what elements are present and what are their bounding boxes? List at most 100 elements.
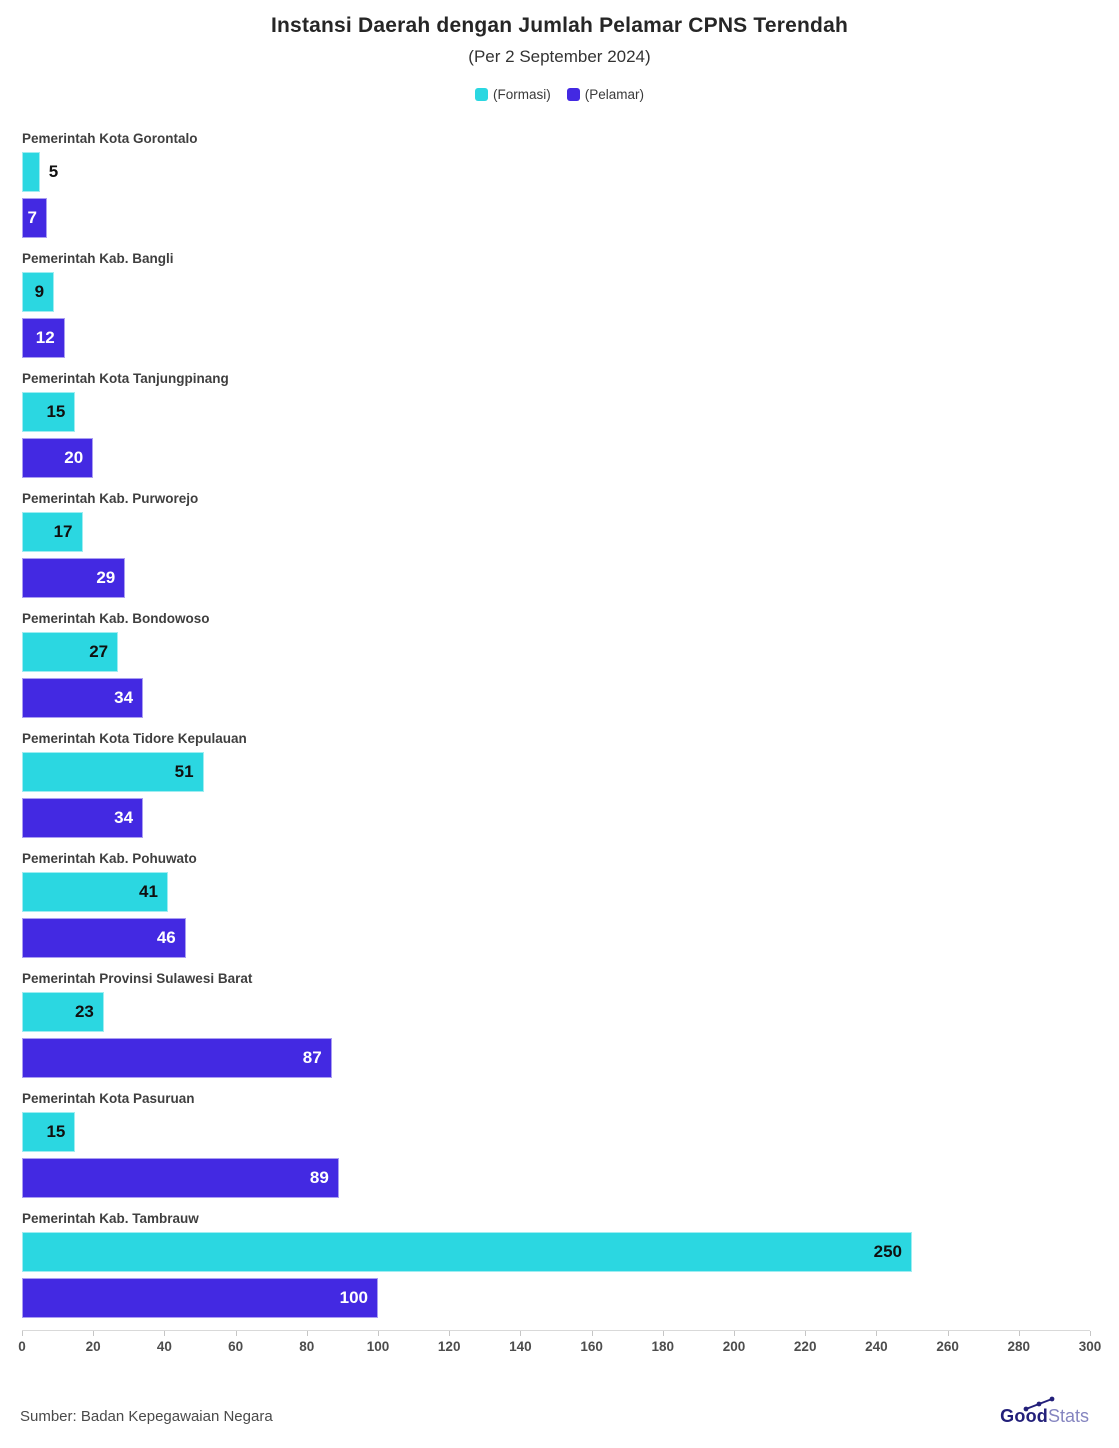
category-label: Pemerintah Kab. Purworejo bbox=[22, 491, 199, 506]
pelamar-bar[interactable] bbox=[22, 798, 144, 838]
x-axis-tick-mark bbox=[93, 1331, 95, 1336]
goodstats-logo[interactable]: Good Stats bbox=[1000, 1396, 1089, 1426]
pelamar-bar[interactable] bbox=[22, 678, 144, 718]
value-label: 7 bbox=[27, 208, 37, 227]
category-label: Pemerintah Provinsi Sulawesi Barat bbox=[22, 971, 253, 986]
x-axis-tick-mark bbox=[164, 1331, 166, 1336]
value-label: 27 bbox=[89, 642, 109, 661]
legend: (Formasi) (Pelamar) bbox=[0, 87, 1119, 102]
x-axis-tick-label: 280 bbox=[1007, 1339, 1031, 1354]
x-axis-tick-mark bbox=[805, 1331, 807, 1336]
category-label: Pemerintah Kab. Bondowoso bbox=[22, 611, 210, 626]
page-title: Instansi Daerah dengan Jumlah Pelamar CP… bbox=[271, 14, 848, 37]
category-label: Pemerintah Kota Tanjungpinang bbox=[22, 371, 229, 386]
logo-text-bold: Good bbox=[1000, 1406, 1048, 1426]
pelamar-bar-row: 29 bbox=[22, 558, 1090, 598]
formasi-bar-row: 250 bbox=[22, 1232, 1090, 1272]
x-axis-tick-mark bbox=[22, 1331, 23, 1336]
x-axis-tick-mark bbox=[449, 1331, 451, 1336]
value-label: 15 bbox=[46, 1122, 66, 1141]
formasi-bar-row: 41 bbox=[22, 872, 1090, 912]
legend-label-formasi: (Formasi) bbox=[492, 87, 551, 102]
x-axis-tick-label: 160 bbox=[580, 1339, 603, 1354]
pelamar-swatch-icon bbox=[566, 88, 580, 101]
x-axis-tick-label: 300 bbox=[1078, 1339, 1102, 1354]
pelamar-bar[interactable] bbox=[22, 918, 186, 958]
formasi-bar[interactable] bbox=[22, 1112, 76, 1152]
pelamar-bar[interactable] bbox=[22, 1038, 332, 1078]
page-subtitle: (Per 2 September 2024) bbox=[468, 47, 651, 66]
value-label: 51 bbox=[174, 762, 194, 781]
x-axis-tick-mark bbox=[1018, 1331, 1020, 1336]
formasi-bar[interactable] bbox=[22, 1232, 912, 1272]
x-axis-tick-label: 200 bbox=[722, 1339, 746, 1354]
value-label: 89 bbox=[309, 1168, 329, 1187]
pelamar-bar[interactable] bbox=[22, 558, 126, 598]
x-axis-tick-label: 0 bbox=[18, 1339, 26, 1354]
bar-group: Pemerintah Kab. Purworejo 17 29 bbox=[22, 490, 1090, 598]
x-axis-tick-label: 120 bbox=[437, 1339, 461, 1354]
formasi-bar[interactable] bbox=[22, 632, 119, 672]
value-label: 34 bbox=[114, 688, 134, 707]
x-axis-tick-label: 140 bbox=[509, 1339, 532, 1354]
pelamar-bar-row: 20 bbox=[22, 438, 1090, 478]
value-label: 5 bbox=[48, 162, 59, 181]
pelamar-bar[interactable] bbox=[22, 1158, 339, 1198]
bar-group: Pemerintah Kota Tanjungpinang 15 20 bbox=[22, 370, 1090, 478]
legend-item-pelamar[interactable]: (Pelamar) bbox=[566, 87, 644, 102]
value-label: 23 bbox=[74, 1002, 94, 1021]
pelamar-bar[interactable] bbox=[22, 318, 65, 358]
x-axis-tick-label: 100 bbox=[366, 1339, 390, 1354]
value-label: 17 bbox=[53, 522, 73, 541]
bar-group: Pemerintah Kab. Bondowoso 27 34 bbox=[22, 610, 1090, 718]
value-label: 29 bbox=[96, 568, 116, 587]
formasi-bar[interactable] bbox=[22, 752, 204, 792]
legend-item-formasi[interactable]: (Formasi) bbox=[474, 87, 551, 102]
formasi-bar[interactable] bbox=[22, 992, 104, 1032]
pelamar-bar[interactable] bbox=[22, 1278, 378, 1318]
category-label: Pemerintah Kota Gorontalo bbox=[22, 131, 198, 146]
value-label: 12 bbox=[35, 328, 55, 347]
x-axis-tick-mark bbox=[306, 1331, 308, 1336]
x-axis-tick-mark bbox=[591, 1331, 593, 1336]
x-axis-tick-label: 20 bbox=[85, 1339, 101, 1354]
category-label: Pemerintah Kota Tidore Kepulauan bbox=[22, 731, 247, 746]
bar-group: Pemerintah Kab. Tambrauw 250 100 bbox=[22, 1210, 1090, 1318]
pelamar-bar-row: 46 bbox=[22, 918, 1090, 958]
formasi-bar-row: 15 bbox=[22, 392, 1090, 432]
value-label: 20 bbox=[64, 448, 84, 467]
value-label: 15 bbox=[46, 402, 66, 421]
value-label: 87 bbox=[302, 1048, 322, 1067]
formasi-bar[interactable] bbox=[22, 392, 76, 432]
x-axis-tick-label: 40 bbox=[156, 1339, 172, 1354]
formasi-bar-row: 23 bbox=[22, 992, 1090, 1032]
legend-label-pelamar: (Pelamar) bbox=[584, 87, 644, 102]
formasi-bar[interactable] bbox=[22, 272, 55, 312]
pelamar-bar[interactable] bbox=[22, 438, 94, 478]
value-label: 9 bbox=[34, 282, 45, 301]
bar-group: Pemerintah Provinsi Sulawesi Barat 23 87 bbox=[22, 970, 1090, 1078]
formasi-bar-row: 27 bbox=[22, 632, 1090, 672]
formasi-bar[interactable] bbox=[22, 152, 40, 192]
formasi-bar-row: 9 bbox=[22, 272, 1090, 312]
value-label: 46 bbox=[156, 928, 176, 947]
value-label: 34 bbox=[114, 808, 134, 827]
logo-text-light: Stats bbox=[1047, 1406, 1089, 1426]
x-axis-tick-label: 260 bbox=[936, 1339, 959, 1354]
footer: Sumber: Badan Kepegawaian Negara Good Sta… bbox=[0, 1396, 1119, 1426]
bar-group: Pemerintah Kota Pasuruan 15 89 bbox=[22, 1090, 1090, 1198]
source-text: Sumber: Badan Kepegawaian Negara bbox=[20, 1407, 273, 1425]
formasi-bar[interactable] bbox=[22, 512, 83, 552]
category-label: Pemerintah Kab. Tambrauw bbox=[22, 1211, 199, 1226]
pelamar-bar-row: 87 bbox=[22, 1038, 1090, 1078]
value-label: 41 bbox=[139, 882, 158, 901]
pelamar-bar-row: 34 bbox=[22, 798, 1090, 838]
x-axis-tick-label: 180 bbox=[651, 1339, 675, 1354]
pelamar-bar-row: 89 bbox=[22, 1158, 1090, 1198]
goodstats-sparkline-icon bbox=[1023, 1396, 1055, 1412]
bar-groups: Pemerintah Kota Gorontalo 5 7 Pemerintah Ka… bbox=[0, 130, 1119, 1318]
pelamar-bar-row: 34 bbox=[22, 678, 1090, 718]
pelamar-bar[interactable] bbox=[22, 198, 47, 238]
formasi-bar[interactable] bbox=[22, 872, 168, 912]
